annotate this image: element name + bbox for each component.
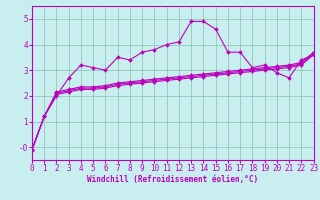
X-axis label: Windchill (Refroidissement éolien,°C): Windchill (Refroidissement éolien,°C) — [87, 175, 258, 184]
